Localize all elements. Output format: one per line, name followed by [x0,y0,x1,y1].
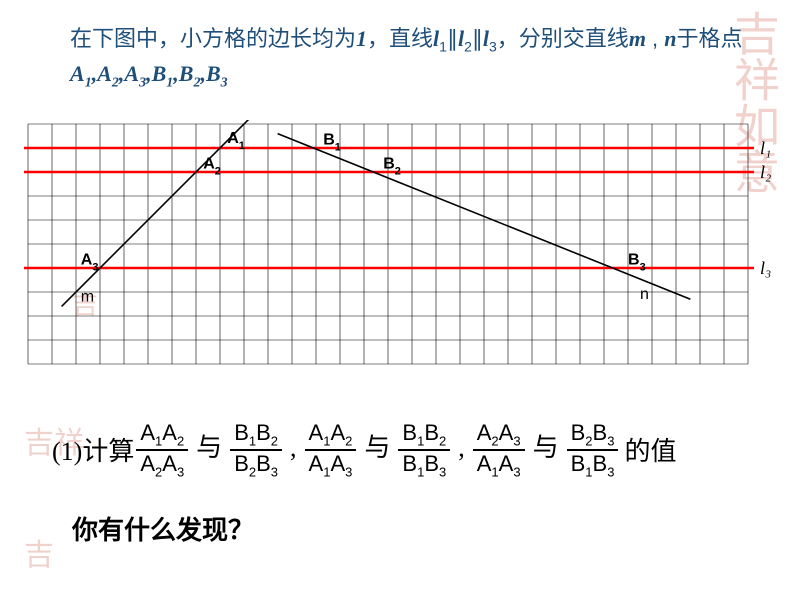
svg-text:B1: B1 [323,131,341,153]
q-prefix: (1)计算 [52,431,134,468]
svg-text:B3: B3 [628,251,646,273]
svg-text:l₃: l₃ [760,258,771,278]
fractions-area: A1A2A2A3与B1B2B2B3,A1A2A1A3与B1B2B1B3,A2A3… [134,420,620,480]
comma: , [458,433,465,462]
svg-text:B2: B2 [383,155,401,177]
svg-text:n: n [640,286,649,303]
svg-text:A3: A3 [81,251,99,273]
svg-text:l₁: l₁ [760,138,771,158]
conj: 与 [533,433,559,462]
q-suffix: 的值 [624,431,676,468]
fraction-5: B2B3B1B3 [567,420,619,480]
fraction-4: A2A3A1A3 [473,420,525,480]
fraction-3: B1B2B1B3 [398,420,450,480]
conj: 与 [196,433,222,462]
fraction-0: A1A2A2A3 [136,420,188,480]
fraction-2: A1A2A1A3 [305,420,357,480]
problem-title: 在下图中，小方格的边长均为1，直线l1∥l2∥l3，分别交直线m , n于格点A… [70,22,750,94]
grid-diagram: l₁l₂l₃ mn A1A2A3B1B2B3 [24,120,774,380]
watermark-small-3: 吉 [24,530,54,574]
svg-text:A2: A2 [203,155,221,177]
svg-text:l₂: l₂ [760,162,771,182]
question-1: (1)计算 A1A2A2A3与B1B2B2B3,A1A2A1A3与B1B2B1B… [52,420,676,480]
conj: 与 [364,433,390,462]
svg-text:m: m [81,289,94,306]
comma: , [290,433,297,462]
discover-text: 你有什么发现？ [72,510,254,547]
fraction-1: B1B2B2B3 [230,420,282,480]
